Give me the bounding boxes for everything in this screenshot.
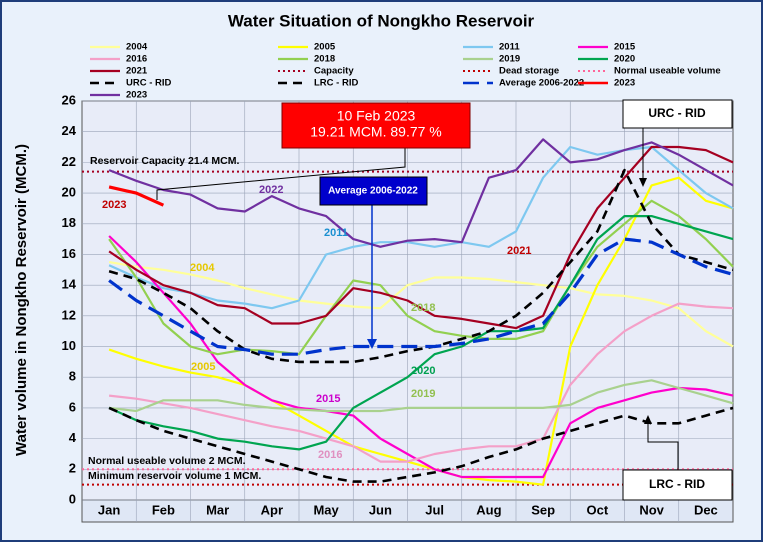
x-tick-label: Jun (369, 502, 392, 517)
legend-label: 2023 (614, 78, 635, 89)
annotation: 2023 (102, 199, 126, 211)
legend-label: LRC - RID (314, 78, 358, 89)
series-line (108, 235, 734, 479)
annotation: 2018 (411, 302, 435, 314)
box-text: Average 2006-2022 (328, 186, 418, 197)
x-tick-label: Apr (261, 502, 283, 517)
box (622, 469, 733, 501)
arrow-head (644, 415, 652, 424)
series-line (108, 302, 734, 463)
series-line (108, 168, 734, 364)
y-tick-label: 8 (69, 369, 76, 384)
y-tick-label: 6 (69, 399, 76, 414)
callout-text: 19.21 MCM. 89.77 % (310, 124, 442, 140)
x-tick-label: Sep (531, 502, 555, 517)
annotation: 2016 (318, 449, 342, 461)
series-line (108, 138, 734, 248)
box (319, 176, 428, 206)
legend-label: 2004 (126, 42, 148, 53)
annotation: Reservoir Capacity 21.4 MCM. (90, 155, 239, 167)
legend-label: 2019 (499, 54, 520, 65)
box-text: URC - RID (648, 106, 706, 120)
annotation: 2015 (316, 393, 340, 405)
legend-label: Average 2006-2022 (499, 78, 584, 89)
series-line (108, 199, 734, 356)
series-line (108, 379, 734, 413)
callout-box (281, 102, 471, 149)
box-text: LRC - RID (649, 477, 705, 491)
series-line (108, 176, 734, 486)
box (622, 99, 733, 129)
y-tick-label: 4 (69, 430, 77, 445)
x-tick-label: Aug (476, 502, 501, 517)
x-tick-label: Jul (425, 502, 444, 517)
annotation: Normal useable volume 2 MCM. (88, 455, 246, 467)
annotation: 2004 (190, 262, 215, 274)
legend-label: 2020 (614, 54, 635, 65)
y-tick-label: 18 (62, 215, 76, 230)
annotation: 2022 (259, 184, 283, 196)
annotation: 2020 (411, 365, 435, 377)
legend-label: Capacity (314, 66, 354, 77)
legend-label: 2005 (314, 42, 336, 53)
y-tick-label: 10 (62, 338, 76, 353)
x-tick-label: Jan (98, 502, 120, 517)
legend-label: 2011 (499, 42, 520, 53)
x-tick-label: Dec (694, 502, 718, 517)
legend-label: Normal useable volume (614, 66, 721, 77)
legend-label: Dead storage (499, 66, 559, 77)
chart-title: Water Situation of Nongkho Reservoir (228, 11, 535, 30)
legend-label: 2023 (126, 90, 147, 101)
x-tick-label: Feb (152, 502, 175, 517)
annotation: 2011 (324, 227, 348, 239)
series-line (108, 261, 734, 348)
y-tick-label: 12 (62, 307, 76, 322)
callout-pointer (156, 148, 406, 200)
x-tick-label: Mar (206, 502, 229, 517)
callout-text: 10 Feb 2023 (337, 108, 416, 124)
y-axis-label: Water volume in Nongkho Reservoir (MCM.) (13, 144, 30, 456)
x-tick-label: Oct (587, 502, 609, 517)
y-tick-label: 2 (69, 461, 76, 476)
arrow-head (367, 339, 377, 349)
series-line (108, 406, 734, 483)
legend-label: URC - RID (126, 78, 172, 89)
y-tick-label: 22 (62, 154, 76, 169)
box-pointer (647, 421, 679, 470)
series-line (108, 237, 734, 356)
annotation: 2021 (507, 245, 531, 257)
legend-label: 2018 (314, 54, 335, 65)
annotation: 2005 (191, 361, 215, 373)
annotation: Minimum reservoir volume 1 MCM. (88, 470, 261, 482)
y-tick-label: 24 (62, 123, 77, 138)
y-tick-label: 16 (62, 246, 76, 261)
series-line (108, 145, 734, 330)
annotation: 2019 (411, 388, 435, 400)
legend-label: 2015 (614, 42, 636, 53)
x-tick-label: Nov (639, 502, 664, 517)
arrow-head (639, 178, 647, 187)
series-line (108, 215, 734, 451)
legend-label: 2016 (126, 54, 147, 65)
y-tick-label: 0 (69, 491, 76, 506)
y-tick-label: 20 (62, 185, 76, 200)
y-tick-label: 26 (62, 92, 76, 107)
x-tick-label: May (313, 502, 339, 517)
legend-label: 2021 (126, 66, 148, 77)
series-line (108, 185, 165, 207)
y-tick-label: 14 (62, 277, 77, 292)
